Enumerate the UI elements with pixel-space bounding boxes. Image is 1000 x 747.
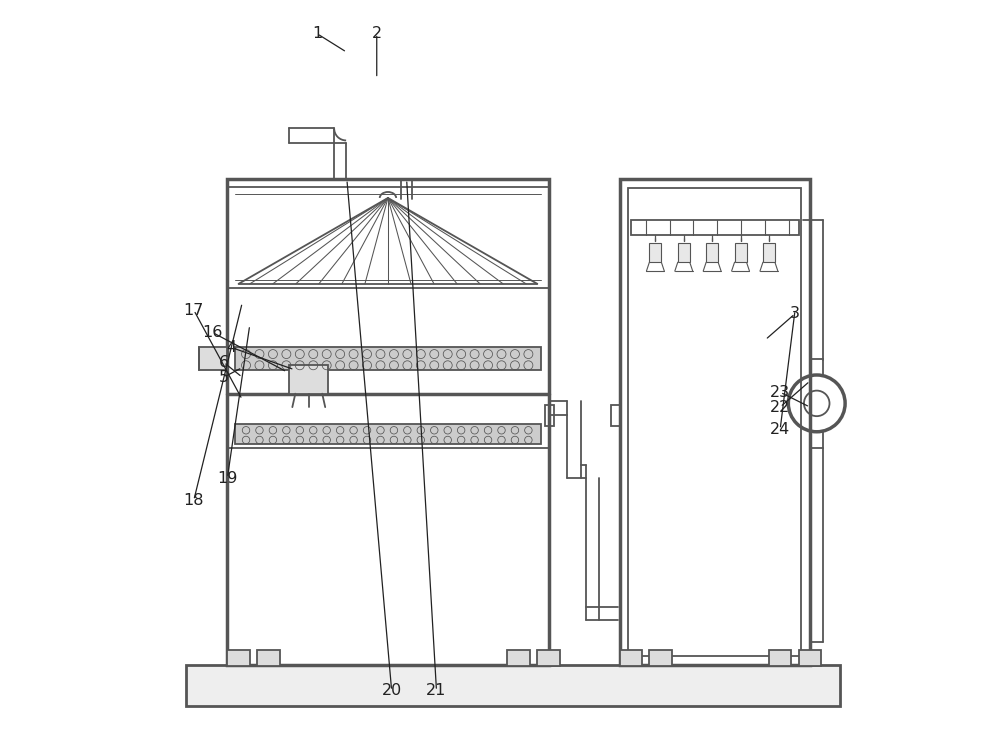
Text: 5: 5 [219, 370, 229, 385]
Bar [235, 347, 541, 370]
Bar [628, 188, 801, 656]
Bar [186, 665, 840, 706]
Bar [631, 220, 799, 235]
Bar [611, 405, 620, 426]
Text: 16: 16 [202, 325, 223, 340]
Text: 23: 23 [770, 385, 790, 400]
Text: 18: 18 [183, 493, 204, 508]
Bar [227, 179, 549, 665]
Text: 22: 22 [770, 400, 790, 415]
Text: 19: 19 [217, 471, 238, 486]
Bar [235, 424, 541, 444]
Bar [620, 650, 642, 666]
Text: 2: 2 [372, 26, 382, 41]
Bar [649, 650, 672, 666]
Bar [649, 243, 661, 262]
Bar [257, 650, 280, 666]
Bar [735, 243, 747, 262]
Bar [706, 243, 718, 262]
Bar [507, 650, 530, 666]
Text: 4: 4 [226, 340, 236, 355]
Bar [289, 365, 328, 394]
Text: 21: 21 [426, 684, 447, 698]
Bar [811, 359, 823, 375]
Bar [799, 650, 821, 666]
Text: 6: 6 [219, 355, 229, 370]
Bar [763, 243, 775, 262]
Text: 17: 17 [184, 303, 204, 317]
Bar [199, 347, 227, 370]
Bar [811, 432, 823, 448]
Bar [227, 650, 250, 666]
Text: 3: 3 [790, 306, 800, 321]
Bar [678, 243, 690, 262]
Text: 1: 1 [312, 26, 322, 41]
Bar [537, 650, 560, 666]
Bar [620, 179, 810, 665]
Text: 20: 20 [382, 684, 402, 698]
Bar [545, 405, 554, 426]
Text: 24: 24 [770, 422, 790, 437]
Bar [769, 650, 791, 666]
